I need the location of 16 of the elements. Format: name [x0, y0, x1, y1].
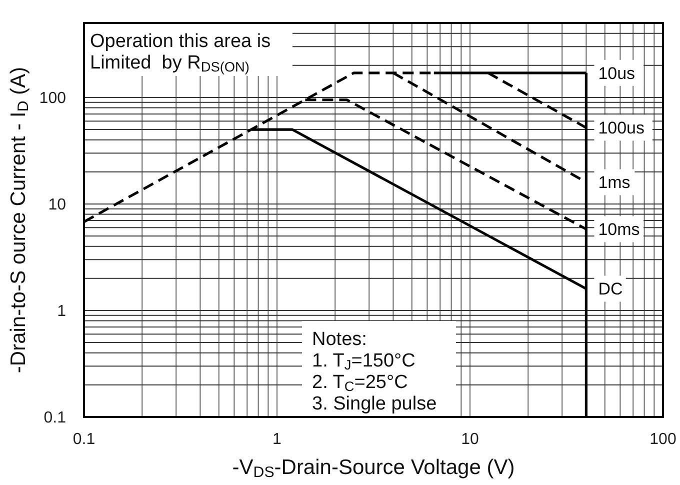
- series-label: 10us: [598, 64, 636, 83]
- annotation: Operation this area is Limited by R$_{DS(ON)}$: [90, 31, 271, 75]
- y-tick-label: 10: [48, 196, 66, 214]
- x-tick-label: 10: [461, 431, 479, 448]
- y-tick-label: 100: [39, 90, 66, 108]
- series-label: 10ms: [598, 220, 640, 240]
- y-tick-label: 0.1: [44, 410, 66, 427]
- x-axis-title: -V$_{DS}$-Drain-Source Voltage (V): [232, 456, 515, 482]
- annotation: Notes: 1. T$_{J}$=150°C 2. T$_{C}$=25°C 3. Single pulse: [312, 329, 437, 414]
- y-tick-label: 1: [57, 303, 66, 320]
- x-tick-label: 0.1: [72, 431, 96, 448]
- series-label: 1ms: [598, 173, 630, 192]
- x-tick-label: 100: [650, 431, 676, 448]
- series-label: 100us: [598, 118, 645, 138]
- x-tick-label: 1: [272, 431, 282, 448]
- series-label: DC: [598, 280, 623, 299]
